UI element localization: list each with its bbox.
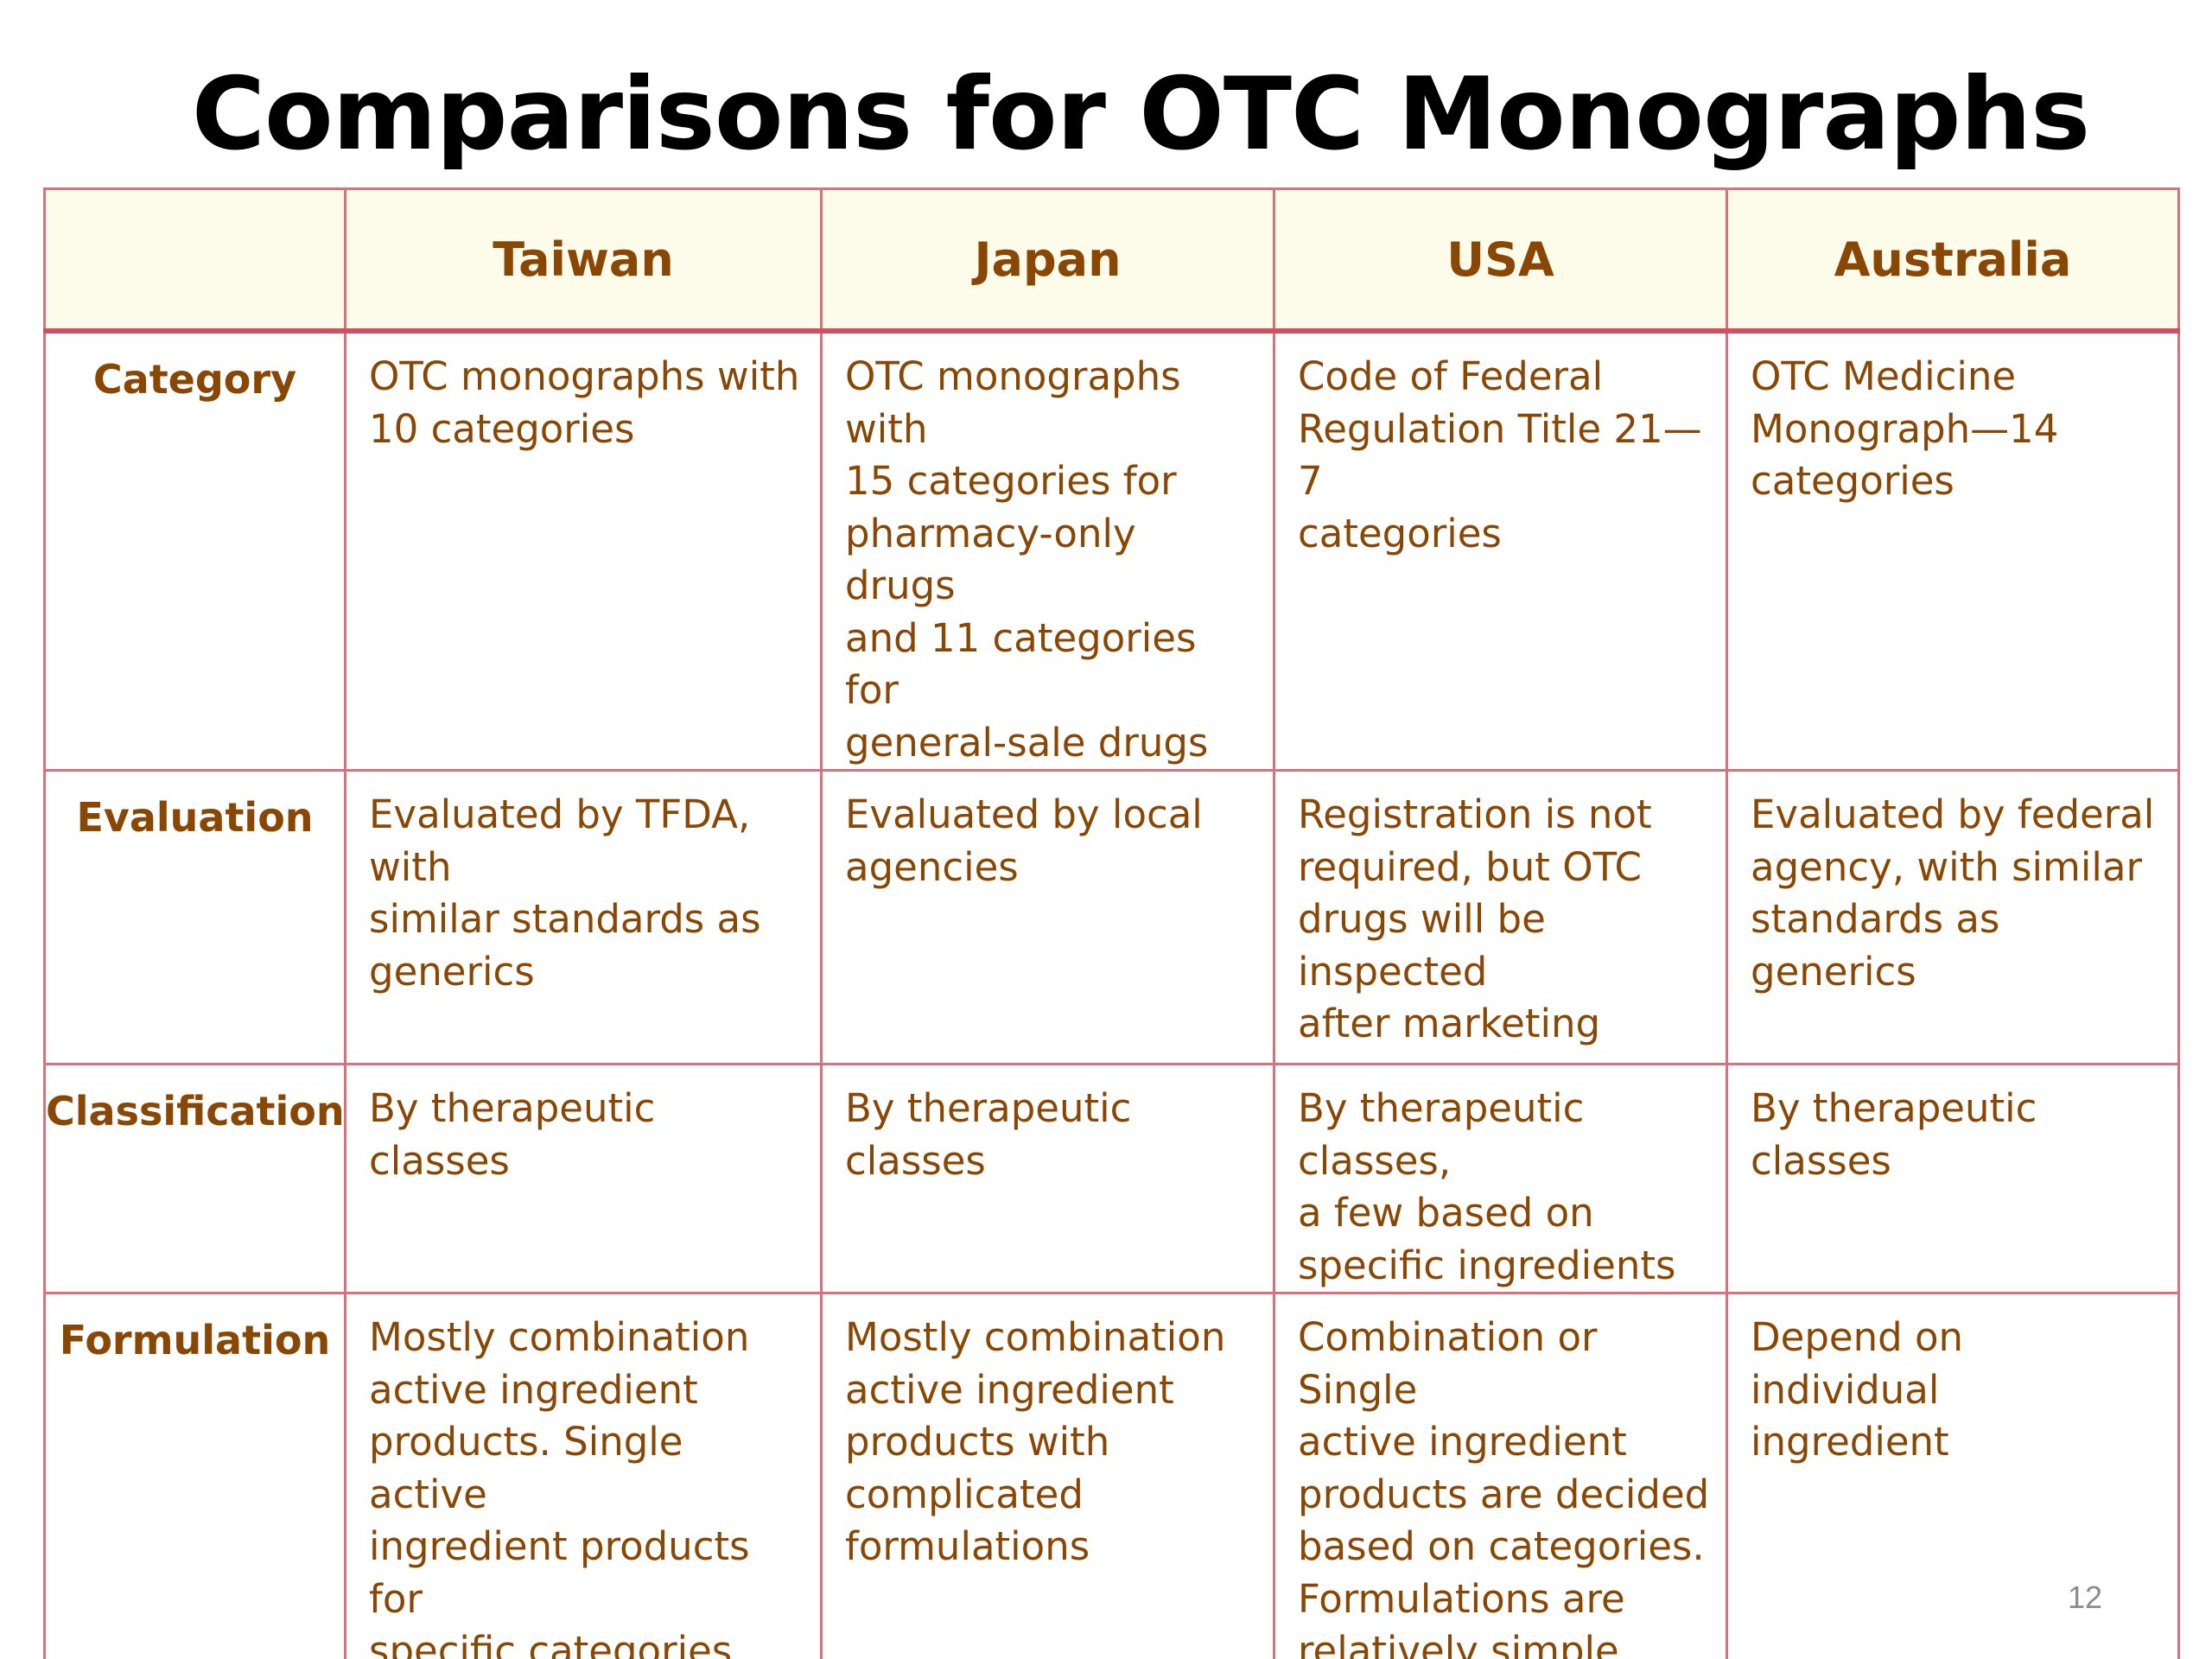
row-label: Category <box>43 329 346 772</box>
table-cell: OTC Medicine Monograph—14 categories <box>1726 329 2180 772</box>
table-cell: OTC monographs with 15 categories for ph… <box>820 329 1275 772</box>
table-cell: Evaluated by TFDA, with similar standard… <box>344 769 823 1065</box>
table-cell: By therapeutic classes <box>344 1063 823 1294</box>
table-row-category: Category OTC monographs with 10 categori… <box>43 329 2180 772</box>
table-cell: By therapeutic classes, a few based on s… <box>1273 1063 1728 1294</box>
slide-title: Comparisons for OTC Monographs <box>191 56 2090 173</box>
table-cell: Mostly combination active ingredient pro… <box>344 1292 823 1659</box>
table-cell: By therapeutic classes <box>820 1063 1275 1294</box>
table-cell: Registration is not required, but OTC dr… <box>1273 769 1728 1065</box>
header-cell-empty <box>43 188 346 334</box>
comparison-table: Taiwan Japan USA Australia Category OTC … <box>43 188 2180 1659</box>
table-row-formulation: Formulation Mostly combination active in… <box>43 1292 2180 1659</box>
table-cell: Code of Federal Regulation Title 21—7 ca… <box>1273 329 1728 772</box>
header-cell-taiwan: Taiwan <box>344 188 823 334</box>
table-cell: Evaluated by local agencies <box>820 769 1275 1065</box>
table-cell: Evaluated by federal agency, with simila… <box>1726 769 2180 1065</box>
header-cell-japan: Japan <box>820 188 1275 334</box>
table-row-evaluation: Evaluation Evaluated by TFDA, with simil… <box>43 769 2180 1065</box>
row-label: Formulation <box>43 1292 346 1659</box>
table-cell: Depend on individual ingredient <box>1726 1292 2180 1659</box>
row-label: Classification <box>43 1063 346 1294</box>
table-row-classification: Classification By therapeutic classes By… <box>43 1063 2180 1294</box>
table-cell: Combination or Single active ingredient … <box>1273 1292 1728 1659</box>
table-cell: By therapeutic classes <box>1726 1063 2180 1294</box>
row-label: Evaluation <box>43 769 346 1065</box>
table-cell: OTC monographs with 10 categories <box>344 329 823 772</box>
table-header-row: Taiwan Japan USA Australia <box>43 188 2180 334</box>
table-cell: Mostly combination active ingredient pro… <box>820 1292 1275 1659</box>
header-cell-australia: Australia <box>1726 188 2180 334</box>
header-cell-usa: USA <box>1273 188 1728 334</box>
page-number: 12 <box>2067 1580 2102 1615</box>
